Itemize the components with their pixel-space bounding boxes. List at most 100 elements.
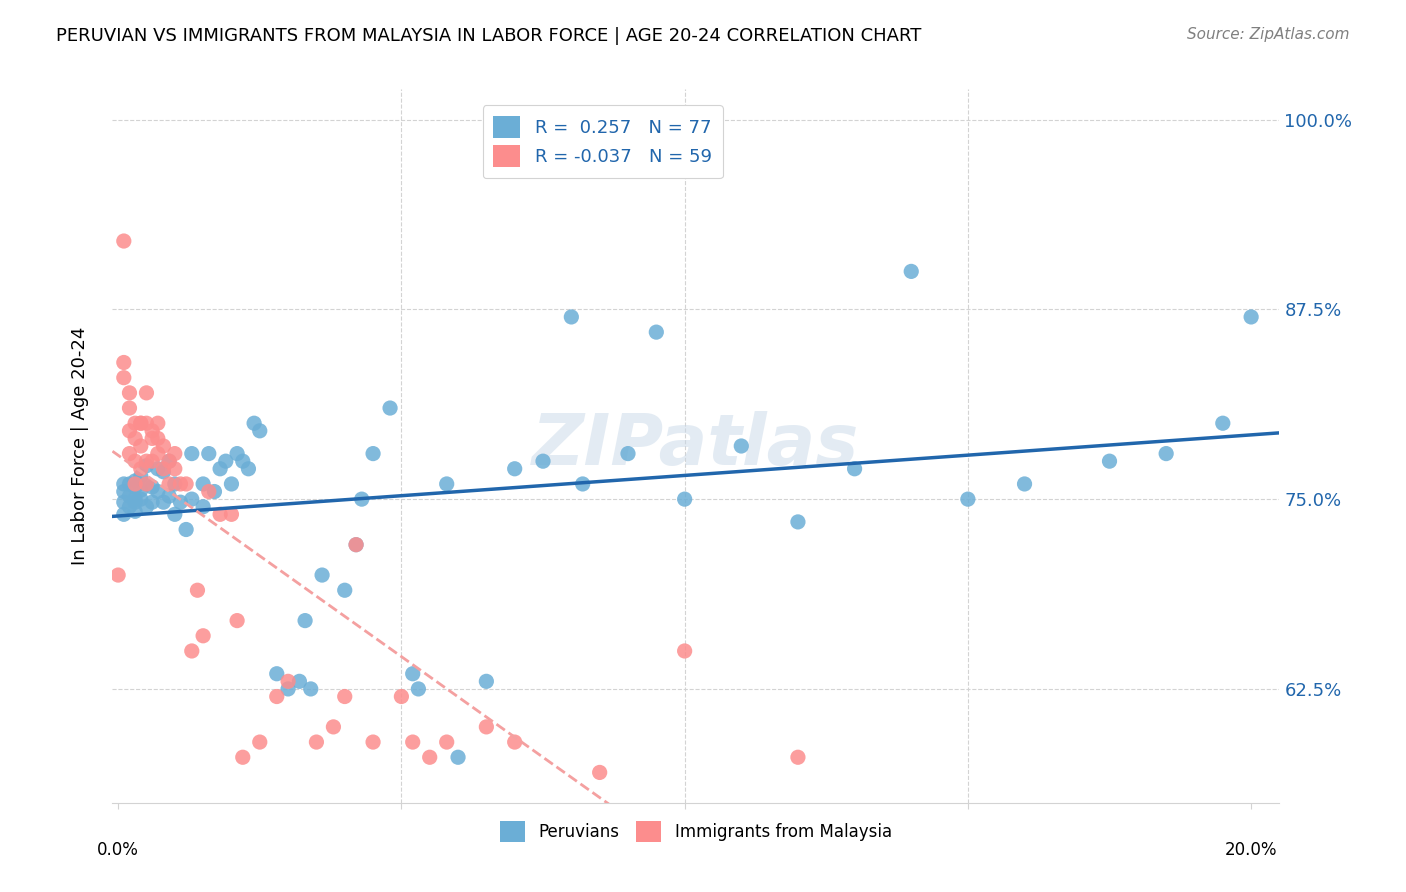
Point xyxy=(146,416,169,430)
Point xyxy=(129,416,152,430)
Point xyxy=(174,477,197,491)
Point xyxy=(266,690,288,704)
Point xyxy=(408,681,430,696)
Point xyxy=(118,500,141,514)
Point xyxy=(124,454,146,468)
Point xyxy=(344,538,367,552)
Point xyxy=(112,234,135,248)
Point xyxy=(135,477,157,491)
Point xyxy=(361,735,384,749)
Point xyxy=(191,500,214,514)
Point xyxy=(844,462,866,476)
Point xyxy=(118,385,141,400)
Point xyxy=(419,750,441,764)
Point xyxy=(191,477,214,491)
Point xyxy=(221,508,243,522)
Point xyxy=(322,720,344,734)
Point xyxy=(226,447,249,461)
Point xyxy=(112,355,135,369)
Point xyxy=(956,492,979,507)
Point xyxy=(146,484,169,499)
Point xyxy=(118,447,141,461)
Point xyxy=(135,416,157,430)
Point xyxy=(141,424,163,438)
Point xyxy=(129,469,152,483)
Point xyxy=(124,504,146,518)
Point xyxy=(243,416,266,430)
Point xyxy=(124,431,146,445)
Point xyxy=(197,447,219,461)
Point xyxy=(152,462,174,476)
Point xyxy=(141,480,163,494)
Point xyxy=(531,454,554,468)
Point xyxy=(152,495,174,509)
Point xyxy=(163,462,186,476)
Point xyxy=(129,462,152,476)
Point xyxy=(333,583,356,598)
Point xyxy=(124,480,146,494)
Point xyxy=(124,477,146,491)
Point xyxy=(141,431,163,445)
Point xyxy=(232,454,254,468)
Point xyxy=(673,492,696,507)
Point xyxy=(305,735,328,749)
Point xyxy=(129,483,152,497)
Point xyxy=(299,681,322,696)
Point xyxy=(294,614,316,628)
Point xyxy=(1154,447,1177,461)
Point xyxy=(141,495,163,509)
Point xyxy=(118,401,141,415)
Point xyxy=(124,416,146,430)
Point xyxy=(673,644,696,658)
Point xyxy=(152,439,174,453)
Point xyxy=(197,484,219,499)
Y-axis label: In Labor Force | Age 20-24: In Labor Force | Age 20-24 xyxy=(70,326,89,566)
Point xyxy=(118,477,141,491)
Point xyxy=(204,484,226,499)
Point xyxy=(135,454,157,468)
Point xyxy=(129,439,152,453)
Point xyxy=(146,462,169,476)
Point xyxy=(157,489,180,503)
Point xyxy=(157,454,180,468)
Point xyxy=(180,492,202,507)
Point xyxy=(350,492,373,507)
Point xyxy=(389,690,412,704)
Point xyxy=(402,666,425,681)
Point xyxy=(118,424,141,438)
Point xyxy=(112,508,135,522)
Point xyxy=(191,629,214,643)
Point xyxy=(146,431,169,445)
Point xyxy=(730,439,752,453)
Point xyxy=(152,465,174,479)
Point xyxy=(311,568,333,582)
Point xyxy=(221,477,243,491)
Point xyxy=(645,325,668,339)
Point xyxy=(135,500,157,514)
Point xyxy=(135,458,157,473)
Point xyxy=(900,264,922,278)
Point xyxy=(112,477,135,491)
Point xyxy=(503,735,526,749)
Point xyxy=(163,508,186,522)
Point xyxy=(344,538,367,552)
Point xyxy=(361,447,384,461)
Point xyxy=(112,484,135,499)
Legend: Peruvians, Immigrants from Malaysia: Peruvians, Immigrants from Malaysia xyxy=(491,811,901,852)
Point xyxy=(157,454,180,468)
Point xyxy=(163,447,186,461)
Point xyxy=(266,666,288,681)
Point xyxy=(249,424,271,438)
Point xyxy=(141,454,163,468)
Point xyxy=(209,508,232,522)
Text: PERUVIAN VS IMMIGRANTS FROM MALAYSIA IN LABOR FORCE | AGE 20-24 CORRELATION CHAR: PERUVIAN VS IMMIGRANTS FROM MALAYSIA IN … xyxy=(56,27,921,45)
Text: ZIPatlas: ZIPatlas xyxy=(533,411,859,481)
Point xyxy=(209,462,232,476)
Point xyxy=(124,495,146,509)
Point xyxy=(249,735,271,749)
Point xyxy=(475,720,498,734)
Point xyxy=(186,583,208,598)
Point xyxy=(174,523,197,537)
Point xyxy=(277,681,299,696)
Point xyxy=(180,644,202,658)
